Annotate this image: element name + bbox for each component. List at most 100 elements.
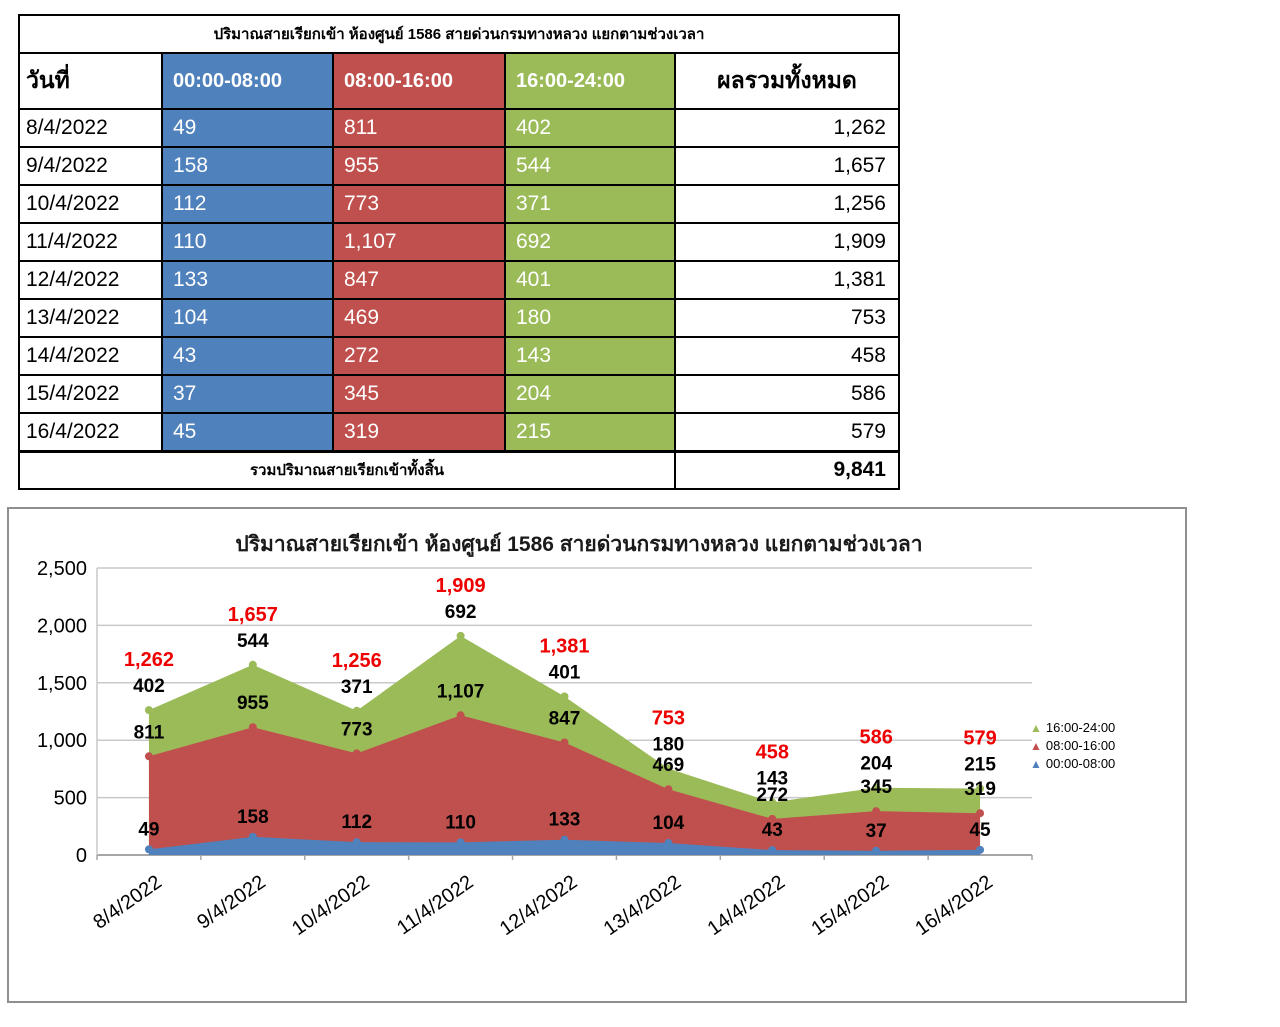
table-row: 11/4/2022 110 1,107 692 1,909 [18, 222, 900, 262]
data-label-1600-2400: 402 [133, 676, 165, 697]
table-row: 13/4/2022 104 469 180 753 [18, 298, 900, 338]
legend-item: ▲ 08:00-16:00 [1030, 737, 1115, 755]
marker-0800-1600 [352, 749, 361, 758]
date-cell: 10/4/2022 [18, 184, 163, 224]
data-label-0800-1600: 773 [341, 719, 373, 740]
marker-1600-2400 [560, 692, 569, 701]
y-tick-label: 1,000 [37, 730, 87, 752]
marker-0000-0800 [872, 846, 881, 855]
y-tick-label: 1,500 [37, 673, 87, 695]
chart-legend: ▲ 16:00-24:00 ▲ 08:00-16:00 ▲ 00:00-08:00 [1030, 719, 1115, 773]
y-tick-label: 2,500 [37, 558, 87, 580]
value-cell-0800-1600: 345 [332, 374, 506, 414]
x-category-label: 12/4/2022 [496, 871, 582, 940]
legend-item: ▲ 00:00-08:00 [1030, 755, 1115, 773]
date-cell: 13/4/2022 [18, 298, 163, 338]
value-cell-0800-1600: 847 [332, 260, 506, 300]
total-cell: 1,262 [674, 108, 900, 148]
value-cell-0800-1600: 811 [332, 108, 506, 148]
date-cell: 15/4/2022 [18, 374, 163, 414]
value-cell-0000-0800: 112 [161, 184, 334, 224]
table-row: 8/4/2022 49 811 402 1,262 [18, 108, 900, 148]
chart-title: ปริมาณสายเรียกเข้า ห้องศูนย์ 1586 สายด่ว… [235, 532, 922, 558]
table-row: 10/4/2022 112 773 371 1,256 [18, 184, 900, 224]
legend-label: 08:00-16:00 [1045, 738, 1116, 753]
total-data-label: 579 [963, 728, 996, 750]
marker-0800-1600 [664, 785, 673, 794]
value-cell-0000-0800: 158 [161, 146, 334, 186]
data-label-1600-2400: 692 [445, 602, 477, 623]
data-label-0000-0800: 104 [653, 813, 685, 834]
data-label-1600-2400: 215 [964, 755, 996, 776]
marker-0000-0800 [456, 838, 465, 847]
marker-1600-2400 [976, 784, 985, 793]
total-cell: 1,909 [674, 222, 900, 262]
value-cell-0800-1600: 1,107 [332, 222, 506, 262]
table-row: 9/4/2022 158 955 544 1,657 [18, 146, 900, 186]
date-cell: 16/4/2022 [18, 412, 163, 452]
data-label-0800-1600: 272 [756, 785, 788, 806]
stacked-area-chart: ปริมาณสายเรียกเข้า ห้องศูนย์ 1586 สายด่ว… [37, 532, 1033, 940]
total-cell: 1,256 [674, 184, 900, 224]
value-cell-0000-0800: 49 [161, 108, 334, 148]
marker-1600-2400 [248, 660, 257, 669]
legend-label: 16:00-24:00 [1045, 720, 1116, 735]
legend-label: 00:00-08:00 [1045, 756, 1116, 771]
data-label-1600-2400: 371 [341, 677, 373, 698]
marker-1600-2400 [144, 706, 153, 715]
value-cell-0000-0800: 43 [161, 336, 334, 376]
y-tick-label: 0 [76, 845, 87, 867]
col-header-date: วันที่ [18, 52, 163, 110]
data-label-0800-1600: 811 [134, 722, 165, 743]
value-cell-0000-0800: 45 [161, 412, 334, 452]
date-cell: 11/4/2022 [18, 222, 163, 262]
total-cell: 753 [674, 298, 900, 338]
x-category-label: 15/4/2022 [808, 871, 894, 940]
x-category-label: 8/4/2022 [89, 871, 165, 934]
grand-total-value: 9,841 [674, 449, 900, 490]
value-cell-1600-2400: 401 [504, 260, 676, 300]
data-label-0000-0800: 49 [138, 819, 159, 840]
date-cell: 9/4/2022 [18, 146, 163, 186]
table-body: 8/4/2022 49 811 402 1,262 9/4/2022 158 955 544 1,… [18, 108, 900, 452]
legend-triangle-icon: ▲ [1030, 757, 1042, 771]
table-row: 15/4/2022 37 345 204 586 [18, 374, 900, 414]
data-label-0000-0800: 112 [341, 812, 372, 833]
value-cell-0000-0800: 37 [161, 374, 334, 414]
total-data-label: 753 [652, 708, 685, 730]
data-label-0800-1600: 847 [549, 708, 581, 729]
table-title: ปริมาณสายเรียกเข้า ห้องศูนย์ 1586 สายด่ว… [18, 14, 900, 54]
call-volume-table: ปริมาณสายเรียกเข้า ห้องศูนย์ 1586 สายด่ว… [18, 14, 900, 490]
date-cell: 8/4/2022 [18, 108, 163, 148]
data-label-1600-2400: 544 [237, 631, 269, 652]
data-label-0000-0800: 133 [549, 810, 581, 831]
total-data-label: 1,381 [539, 635, 589, 657]
x-category-label: 16/4/2022 [911, 871, 997, 940]
marker-0000-0800 [248, 832, 257, 841]
table-footer-row: รวมปริมาณสายเรียกเข้าทั้งสิ้น 9,841 [18, 449, 900, 490]
marker-0800-1600 [456, 711, 465, 720]
data-label-0000-0800: 110 [445, 812, 476, 833]
data-label-0000-0800: 158 [237, 807, 269, 828]
value-cell-1600-2400: 544 [504, 146, 676, 186]
x-category-label: 13/4/2022 [600, 871, 686, 940]
table-row: 14/4/2022 43 272 143 458 [18, 336, 900, 376]
table-header-row: วันที่ 00:00-08:00 08:00-16:00 16:00-24:… [18, 52, 900, 110]
data-label-0800-1600: 1,107 [437, 681, 485, 702]
marker-0000-0800 [768, 846, 777, 855]
x-category-label: 10/4/2022 [288, 871, 374, 940]
value-cell-0000-0800: 104 [161, 298, 334, 338]
date-cell: 14/4/2022 [18, 336, 163, 376]
data-label-1600-2400: 143 [756, 768, 788, 789]
value-cell-0000-0800: 133 [161, 260, 334, 300]
value-cell-1600-2400: 204 [504, 374, 676, 414]
total-cell: 586 [674, 374, 900, 414]
total-cell: 579 [674, 412, 900, 452]
col-header-0800-1600: 08:00-16:00 [332, 52, 506, 110]
col-header-total: ผลรวมทั้งหมด [674, 52, 900, 110]
marker-0000-0800 [144, 845, 153, 854]
marker-1600-2400 [768, 798, 777, 807]
total-cell: 1,657 [674, 146, 900, 186]
chart-panel: ปริมาณสายเรียกเข้า ห้องศูนย์ 1586 สายด่ว… [7, 507, 1187, 1003]
marker-1600-2400 [456, 631, 465, 640]
